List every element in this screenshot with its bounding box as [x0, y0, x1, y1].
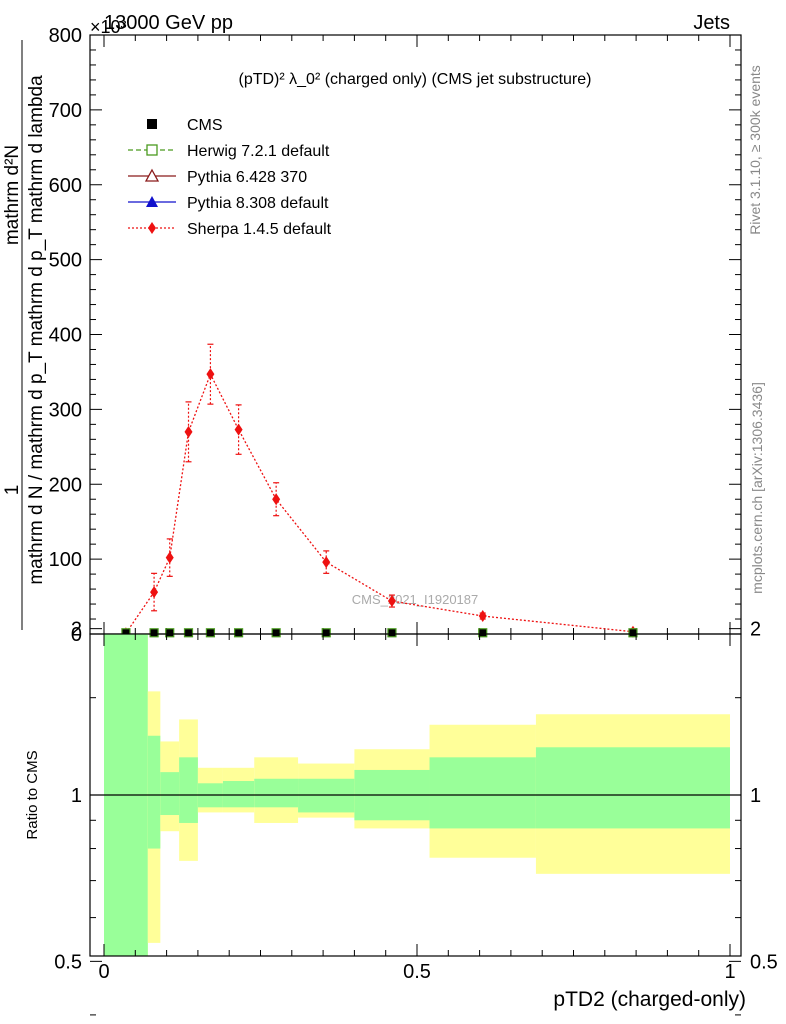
cms-point	[206, 628, 215, 637]
herwig-point	[628, 628, 638, 638]
ratio-y-tick-label: 2	[71, 619, 82, 641]
cms-point	[150, 628, 159, 637]
inner-band-bin	[535, 747, 730, 829]
sherpa-point	[206, 368, 215, 381]
ratio-y-label: Ratio to CMS	[24, 750, 41, 839]
main-plot: 0 100 200 300 400 500 600 700 800 (pTD)² λ_0² (c…	[49, 25, 742, 646]
legend-label: Sherpa 1.4.5 default	[187, 221, 332, 238]
y-tick-label: 0	[71, 624, 82, 646]
herwig-point	[205, 628, 216, 638]
inner-band-bin	[222, 781, 255, 808]
sherpa-point	[234, 423, 243, 436]
legend-marker	[144, 168, 160, 182]
inner-band-bin	[254, 778, 299, 808]
legend-marker	[146, 196, 158, 207]
legend-label: Pythia 8.308 default	[187, 195, 329, 212]
cms-point	[272, 628, 281, 637]
y-tick-label: 500	[49, 250, 82, 272]
ratio-x-ticks	[103, 634, 731, 956]
cms-point	[234, 628, 243, 637]
herwig-point	[165, 628, 175, 638]
cms-point	[628, 628, 637, 637]
energy-label: 13000 GeV pp	[104, 12, 233, 34]
sherpa-line	[125, 372, 634, 634]
y-tick-label: 800	[49, 25, 82, 47]
sherpa-point	[150, 586, 159, 599]
y-tick-label: 100	[49, 549, 82, 571]
ratio-y-ticks: 0.5 0.5 1 1 2 2	[54, 619, 778, 1016]
cms-point	[121, 628, 130, 637]
herwig-point	[387, 628, 397, 638]
herwig-point	[149, 628, 159, 638]
x-tick-label: 1	[724, 961, 735, 983]
x-axis-label: pTD2 (charged-only)	[553, 988, 746, 1011]
legend: CMS Herwig 7.2.1 default Pythia 6.428 370 P…	[128, 117, 332, 238]
ratio-y-tick-label-right: 0.5	[750, 951, 778, 973]
x-tick-labels: 0 0.5 1	[98, 961, 735, 983]
herwig-point	[478, 628, 488, 638]
category-label: Jets	[693, 12, 730, 34]
sherpa-point	[184, 425, 193, 438]
y-label-one: 1	[2, 485, 23, 496]
ratio-y-tick-label: 0.5	[54, 951, 82, 973]
y-tick-label: 200	[49, 474, 82, 496]
cms-point	[322, 628, 331, 637]
rivet-label: Rivet 3.1.10, ≥ 300k events	[747, 65, 763, 235]
legend-marker	[146, 144, 158, 156]
mcplots-label: mcplots.cern.ch [arXiv:1306.3436]	[749, 382, 765, 594]
main-y-ticks: 0 100 200 300 400 500 600 700 800	[49, 25, 741, 646]
herwig-point	[271, 628, 281, 638]
y-label-denominator: mathrm d N / mathrm d p_T mathrm d p_T m…	[26, 75, 47, 585]
cms-herwig-markers	[121, 628, 638, 638]
herwig-point	[233, 628, 244, 638]
inner-band-bin	[429, 757, 536, 829]
cms-point	[478, 628, 487, 637]
inner-band-bin	[160, 772, 180, 816]
y-label-numerator: mathrm d²N	[2, 145, 23, 245]
herwig-point	[321, 628, 331, 638]
sherpa-point	[272, 493, 281, 506]
legend-label: Pythia 6.428 370	[187, 169, 307, 186]
sherpa-point	[478, 610, 487, 623]
x-tick-label: 0.5	[403, 961, 431, 983]
cms-point	[165, 628, 174, 637]
legend-marker	[148, 222, 156, 234]
cms-point	[184, 628, 193, 637]
legend-label: Herwig 7.2.1 default	[187, 143, 330, 160]
ratio-y-tick-label-right: 2	[750, 619, 761, 641]
ratio-y-tick-label: 1	[71, 785, 82, 807]
cms-point	[387, 628, 396, 637]
chart-title: (pTD)² λ_0² (charged only) (CMS jet subs…	[239, 71, 592, 88]
sherpa-point	[387, 595, 396, 608]
herwig-point	[183, 628, 194, 638]
y-tick-label: 400	[49, 325, 82, 347]
y-tick-label: 700	[49, 100, 82, 122]
sherpa-point	[165, 551, 174, 564]
legend-marker	[147, 119, 157, 129]
y-tick-label: 300	[49, 399, 82, 421]
legend-label: CMS	[187, 117, 223, 134]
exponent-label: ×10³	[90, 17, 127, 37]
main-y-label: 1 mathrm d²N mathrm d N / mathrm d p_T m…	[2, 40, 47, 630]
inner-band-bin	[147, 735, 161, 849]
ratio-plot: 0.5 0.5 1 1 2 2 Ratio to CMS	[24, 619, 778, 1016]
y-tick-label: 600	[49, 175, 82, 197]
inner-band-bin	[179, 757, 198, 823]
x-tick-label: 0	[98, 961, 109, 983]
ratio-y-tick-label-right: 1	[750, 785, 761, 807]
sherpa-point	[322, 556, 331, 569]
